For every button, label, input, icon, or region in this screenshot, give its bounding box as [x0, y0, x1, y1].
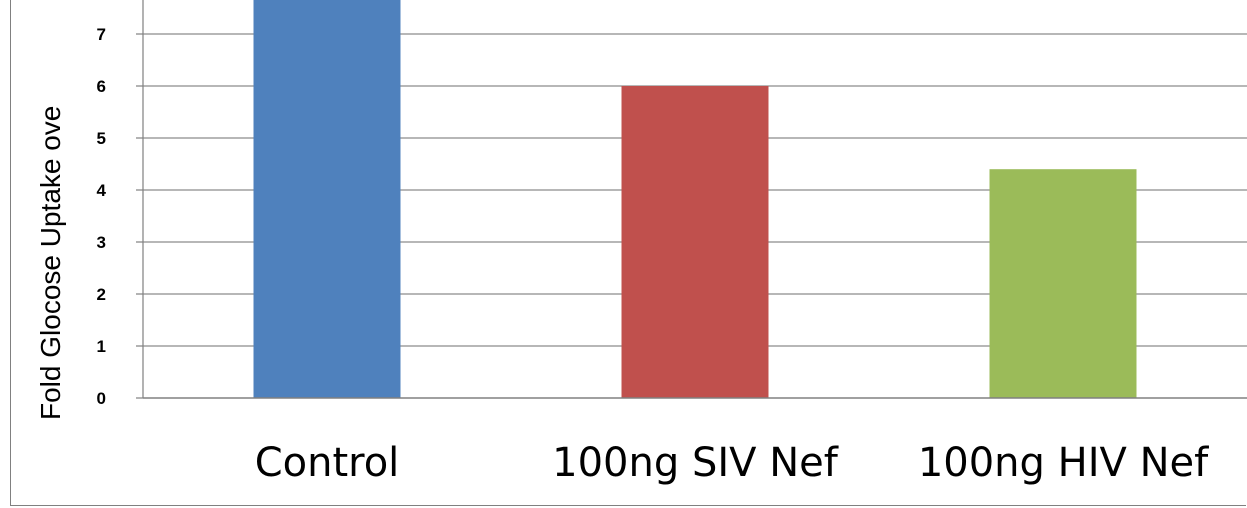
y-tick-label: 1 [97, 337, 106, 356]
x-tick-label: Control [255, 440, 400, 486]
y-tick-label: 6 [97, 77, 106, 96]
bars [253, 0, 1137, 398]
chart-frame [10, 0, 1246, 506]
y-tick-label: 2 [97, 285, 106, 304]
y-tick-label: 4 [97, 181, 107, 200]
y-axis-label: Fold Glocose Uptake ove [35, 106, 66, 420]
x-tick-label: 100ng HIV Nef [918, 440, 1209, 486]
bar-control [253, 0, 401, 398]
y-tick-labels: 0 1 2 3 4 5 6 7 [97, 25, 107, 408]
bar-100ng-hiv-nef [989, 169, 1137, 398]
y-tick-label: 0 [97, 389, 106, 408]
y-tick-label: 7 [97, 25, 106, 44]
x-tick-labels: Control 100ng SIV Nef 100ng HIV Nef [255, 440, 1209, 486]
y-tick-label: 3 [97, 233, 106, 252]
bar-100ng-siv-nef [621, 86, 769, 398]
x-tick-label: 100ng SIV Nef [552, 440, 839, 486]
y-tick-label: 5 [97, 129, 106, 148]
